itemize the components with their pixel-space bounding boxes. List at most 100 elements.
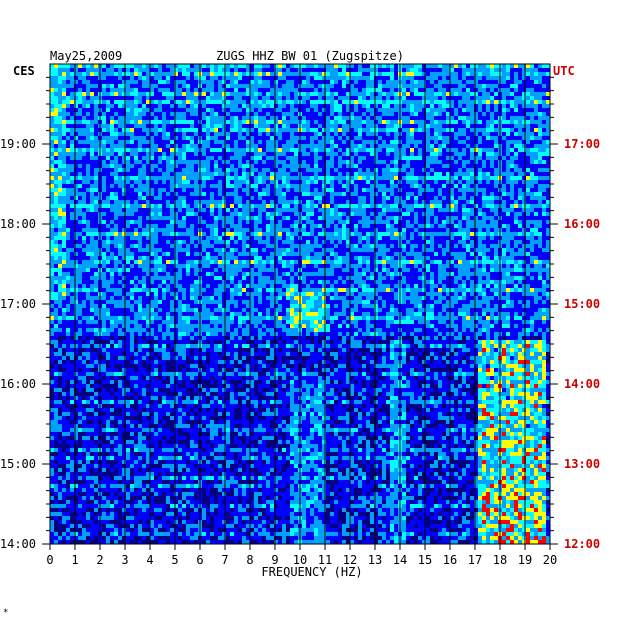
heat-cell — [114, 172, 118, 176]
heat-cell — [322, 84, 326, 88]
heat-cell — [258, 80, 262, 84]
heat-cell — [158, 132, 162, 136]
heat-cell — [286, 144, 290, 148]
heat-cell — [246, 92, 250, 96]
heat-cell — [210, 140, 214, 144]
heat-cell — [170, 124, 174, 128]
heat-cell — [330, 172, 334, 176]
heat-cell — [94, 212, 98, 216]
heat-cell — [378, 80, 382, 84]
heat-cell — [454, 116, 458, 120]
heat-cell — [318, 72, 322, 76]
heat-cell — [194, 196, 198, 200]
heat-cell — [482, 216, 486, 220]
heat-cell — [82, 148, 86, 152]
heat-cell — [138, 92, 142, 96]
heat-cell — [434, 212, 438, 216]
heat-cell — [522, 204, 526, 208]
heat-cell — [290, 148, 294, 152]
heat-cell — [194, 96, 198, 100]
heat-cell — [166, 64, 170, 68]
heat-cell — [130, 136, 134, 140]
heat-cell — [386, 208, 390, 212]
heat-cell — [434, 80, 438, 84]
heat-cell — [246, 136, 250, 140]
heat-cell — [202, 136, 206, 140]
heat-cell — [538, 152, 542, 156]
heat-cell — [526, 132, 530, 136]
heat-cell — [474, 148, 478, 152]
heat-cell — [546, 208, 550, 212]
heat-cell — [266, 68, 270, 72]
heat-cell — [534, 148, 538, 152]
heat-cell — [314, 152, 318, 156]
heat-cell — [518, 220, 522, 224]
heat-cell — [486, 164, 490, 168]
heat-cell — [454, 220, 458, 224]
heat-cell — [162, 156, 166, 160]
heat-cell — [430, 148, 434, 152]
heat-cell — [54, 132, 58, 136]
heat-cell — [422, 136, 426, 140]
heat-cell — [494, 128, 498, 132]
heat-cell — [334, 76, 338, 80]
heat-cell — [334, 68, 338, 72]
heat-cell — [54, 140, 58, 144]
heat-cell — [530, 72, 534, 76]
heat-cell — [514, 156, 518, 160]
heat-cell — [490, 108, 494, 112]
heat-cell — [158, 80, 162, 84]
heat-cell — [530, 168, 534, 172]
heat-cell — [314, 144, 318, 148]
heat-cell — [306, 144, 310, 148]
heat-cell — [442, 172, 446, 176]
heat-cell — [118, 88, 122, 92]
heat-cell — [246, 88, 250, 92]
heat-cell — [530, 212, 534, 216]
heat-cell — [366, 152, 370, 156]
heat-cell — [170, 76, 174, 80]
heat-cell — [454, 96, 458, 100]
heat-cell — [106, 172, 110, 176]
heat-cell — [234, 132, 238, 136]
heat-cell — [510, 112, 514, 116]
heat-cell — [538, 180, 542, 184]
heat-cell — [510, 152, 514, 156]
heat-cell — [286, 92, 290, 96]
heat-cell — [210, 96, 214, 100]
heat-cell — [102, 180, 106, 184]
heat-cell — [90, 208, 94, 212]
heat-cell — [94, 196, 98, 200]
heat-cell — [146, 192, 150, 196]
heat-cell — [190, 204, 194, 208]
heat-cell — [526, 152, 530, 156]
heat-cell — [326, 124, 330, 128]
heat-cell — [290, 188, 294, 192]
heat-cell — [230, 112, 234, 116]
heat-cell — [406, 220, 410, 224]
heat-cell — [414, 192, 418, 196]
heat-cell — [386, 84, 390, 88]
heat-cell — [118, 156, 122, 160]
heat-cell — [458, 84, 462, 88]
heat-cell — [490, 160, 494, 164]
heat-cell — [274, 188, 278, 192]
heat-cell — [514, 68, 518, 72]
heat-cell — [530, 104, 534, 108]
heat-cell — [250, 168, 254, 172]
heat-cell — [326, 212, 330, 216]
heat-cell — [250, 100, 254, 104]
heat-cell — [306, 220, 310, 224]
heat-cell — [390, 144, 394, 148]
heat-cell — [530, 200, 534, 204]
heat-cell — [374, 196, 378, 200]
heat-cell — [446, 204, 450, 208]
heat-cell — [418, 84, 422, 88]
heat-cell — [330, 140, 334, 144]
heat-cell — [318, 116, 322, 120]
heat-cell — [350, 136, 354, 140]
heat-cell — [426, 192, 430, 196]
heat-cell — [318, 220, 322, 224]
heat-cell — [178, 208, 182, 212]
heat-cell — [470, 120, 474, 124]
